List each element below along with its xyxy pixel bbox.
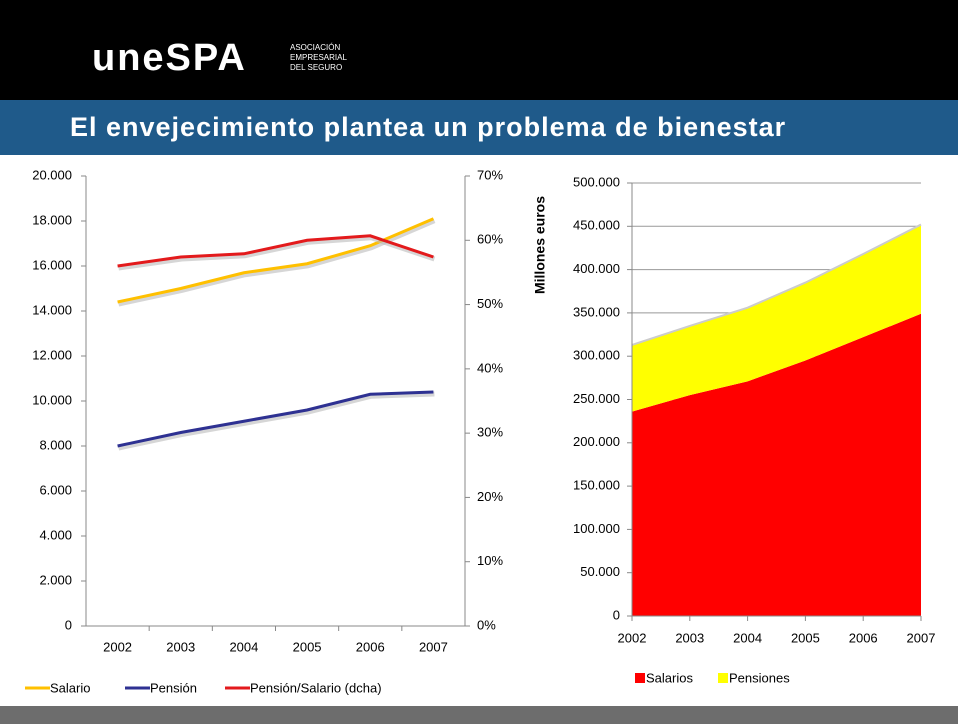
legend-swatch (718, 673, 728, 683)
y2-tick-label: 60% (477, 232, 503, 247)
series-line (117, 390, 434, 448)
y-tick-label: 18.000 (32, 212, 72, 227)
title-band (0, 100, 958, 155)
y-tick-label: 100.000 (573, 521, 620, 536)
y2-tick-label: 20% (477, 489, 503, 504)
logo: uneSPA (92, 37, 247, 79)
y2-tick-label: 70% (477, 167, 503, 182)
series-line (117, 234, 434, 268)
y-tick-label: 0 (65, 617, 72, 632)
y-tick-label: 14.000 (32, 302, 72, 317)
x-tick-label: 2005 (791, 630, 820, 645)
y-tick-label: 4.000 (39, 527, 72, 542)
y-tick-label: 200.000 (573, 434, 620, 449)
logo-sub: ASOCIACIÓN (290, 43, 340, 52)
area-edge (631, 223, 922, 346)
legend-label: Pensiones (729, 670, 790, 685)
y-tick-label: 16.000 (32, 257, 72, 272)
area (632, 313, 921, 616)
x-tick-label: 2002 (618, 630, 647, 645)
y-tick-label: 2.000 (39, 572, 72, 587)
line-shadow (118, 391, 435, 451)
y-tick-label: 12.000 (32, 347, 72, 362)
x-tick-label: 2003 (166, 639, 195, 654)
y-tick-label: 0 (613, 607, 620, 622)
y2-tick-label: 10% (477, 553, 503, 568)
y-tick-label: 500.000 (573, 174, 620, 189)
y-tick-label: 450.000 (573, 218, 620, 233)
header-band (0, 0, 958, 100)
legend-label: Salarios (646, 670, 693, 685)
legend-swatch (635, 673, 645, 683)
slide-title: El envejecimiento plantea un problema de… (70, 112, 786, 142)
y-tick-label: 10.000 (32, 392, 72, 407)
y2-tick-label: 40% (477, 360, 503, 375)
x-tick-label: 2002 (103, 639, 132, 654)
line-shadow (118, 235, 436, 271)
y-tick-label: 300.000 (573, 348, 620, 363)
area (632, 224, 921, 412)
x-tick-label: 2003 (675, 630, 704, 645)
x-tick-label: 2004 (229, 639, 258, 654)
y-tick-label: 250.000 (573, 391, 620, 406)
y-tick-label: 50.000 (580, 564, 620, 579)
footer-band (0, 706, 958, 724)
x-tick-label: 2006 (356, 639, 385, 654)
logo-sub: DEL SEGURO (290, 63, 342, 72)
y2-tick-label: 0% (477, 617, 496, 632)
y-tick-label: 6.000 (39, 482, 72, 497)
y-tick-label: 400.000 (573, 261, 620, 276)
x-tick-label: 2007 (907, 630, 936, 645)
x-tick-label: 2004 (733, 630, 762, 645)
y2-tick-label: 50% (477, 296, 503, 311)
x-tick-label: 2006 (849, 630, 878, 645)
legend-label: Pensión/Salario (dcha) (250, 680, 382, 695)
y2-tick-label: 30% (477, 425, 503, 440)
logo-sub: EMPRESARIAL (290, 53, 347, 62)
y-tick-label: 150.000 (573, 478, 620, 493)
y-tick-label: 20.000 (32, 167, 72, 182)
y-tick-label: 8.000 (39, 437, 72, 452)
legend-label: Pensión (150, 680, 197, 695)
x-tick-label: 2005 (293, 639, 322, 654)
y-tick-label: 350.000 (573, 304, 620, 319)
x-tick-label: 2007 (419, 639, 448, 654)
y-axis-label: Millones euros (532, 196, 548, 294)
legend-label: Salario (50, 680, 90, 695)
